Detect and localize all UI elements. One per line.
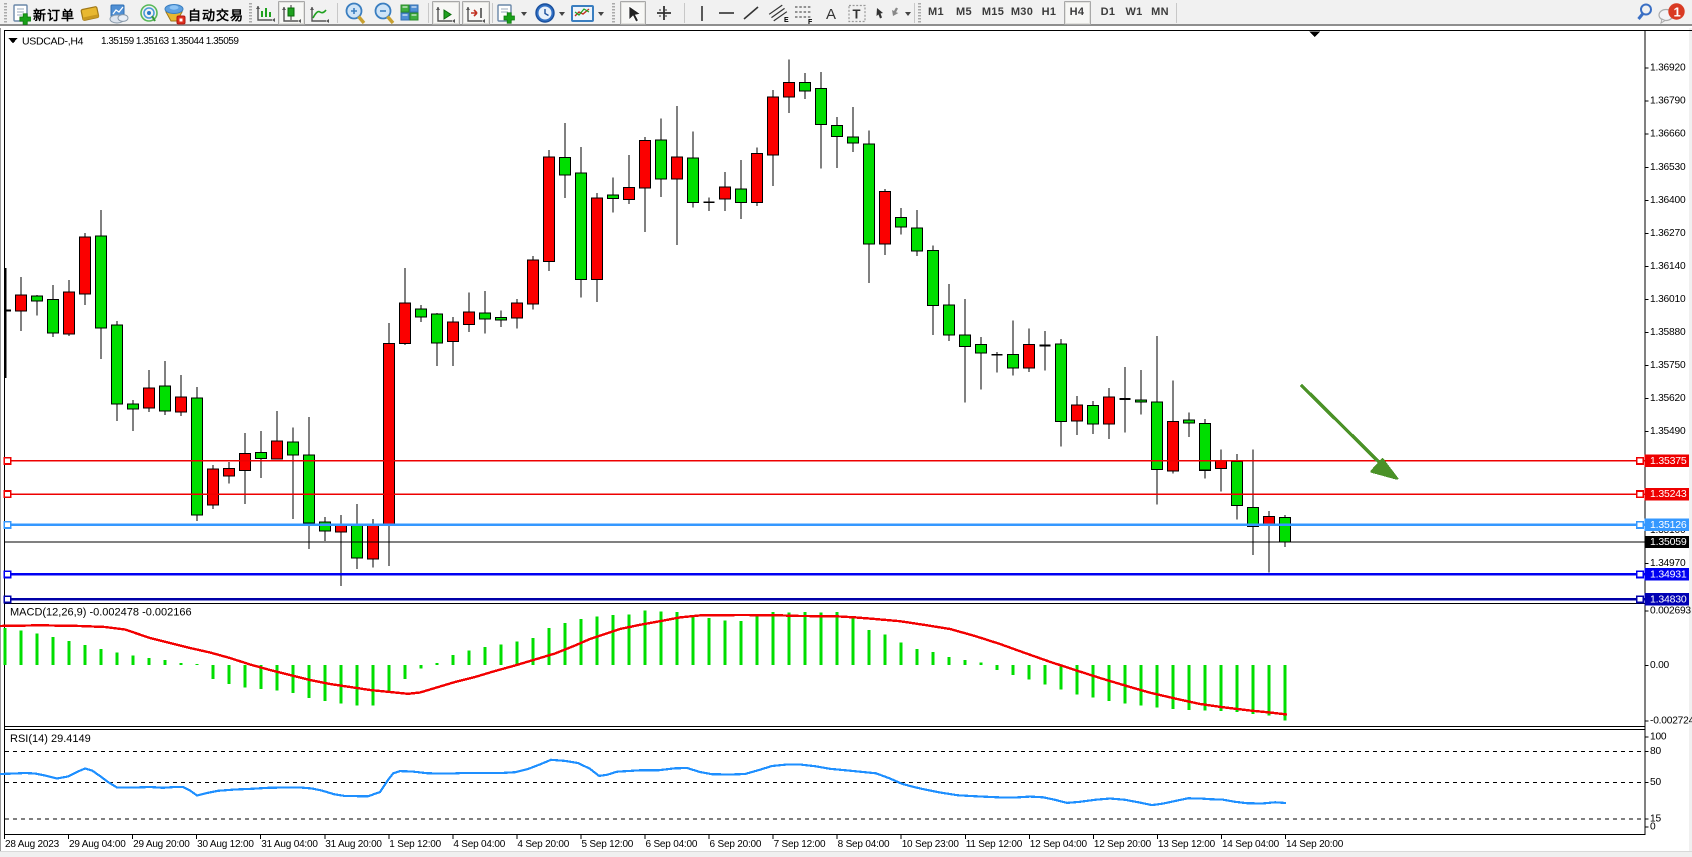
svg-text:100: 100 (1650, 732, 1667, 743)
svg-text:1.34830: 1.34830 (1650, 593, 1687, 605)
svg-text:0.002693: 0.002693 (1650, 606, 1691, 617)
svg-text:1.34931: 1.34931 (1650, 568, 1687, 580)
svg-text:1.36010: 1.36010 (1650, 294, 1686, 305)
svg-text:1.36920: 1.36920 (1650, 63, 1686, 74)
svg-text:31 Aug 04:00: 31 Aug 04:00 (261, 839, 318, 850)
svg-text:4 Sep 20:00: 4 Sep 20:00 (517, 839, 569, 850)
svg-text:1: 1 (1674, 5, 1681, 20)
svg-text:4 Sep 04:00: 4 Sep 04:00 (453, 839, 505, 850)
svg-text:1.36530: 1.36530 (1650, 162, 1686, 173)
svg-text:MACD(12,26,9) -0.002478 -0.002: MACD(12,26,9) -0.002478 -0.002166 (10, 607, 192, 619)
svg-text:8 Sep 04:00: 8 Sep 04:00 (838, 839, 890, 850)
svg-text:11 Sep 12:00: 11 Sep 12:00 (966, 839, 1023, 850)
svg-text:29 Aug 04:00: 29 Aug 04:00 (69, 839, 126, 850)
svg-text:30 Aug 12:00: 30 Aug 12:00 (197, 839, 254, 850)
svg-text:1.35750: 1.35750 (1650, 360, 1686, 371)
svg-text:14 Sep 04:00: 14 Sep 04:00 (1222, 839, 1280, 850)
svg-text:12 Sep 04:00: 12 Sep 04:00 (1030, 839, 1088, 850)
svg-text:1.35490: 1.35490 (1650, 426, 1686, 437)
svg-text:29 Aug 20:00: 29 Aug 20:00 (133, 839, 190, 850)
svg-text:1.35126: 1.35126 (1650, 519, 1687, 531)
svg-text:13 Sep 12:00: 13 Sep 12:00 (1158, 839, 1216, 850)
svg-text:5 Sep 12:00: 5 Sep 12:00 (581, 839, 633, 850)
svg-text:1.36400: 1.36400 (1650, 195, 1686, 206)
svg-text:1.36270: 1.36270 (1650, 228, 1686, 239)
svg-text:50: 50 (1650, 777, 1661, 788)
svg-text:7 Sep 12:00: 7 Sep 12:00 (774, 839, 826, 850)
svg-text:USDCAD-,H4: USDCAD-,H4 (22, 36, 84, 48)
svg-text:1.35059: 1.35059 (1650, 536, 1687, 548)
svg-text:F: F (808, 19, 813, 26)
svg-text:T: T (853, 7, 861, 22)
svg-text:28 Aug 2023: 28 Aug 2023 (5, 839, 60, 850)
svg-text:31 Aug 20:00: 31 Aug 20:00 (325, 839, 382, 850)
svg-text:0.00: 0.00 (1650, 660, 1670, 671)
svg-text:14 Sep 20:00: 14 Sep 20:00 (1286, 839, 1344, 850)
svg-text:1.36660: 1.36660 (1650, 129, 1686, 140)
svg-text:6 Sep 20:00: 6 Sep 20:00 (710, 839, 762, 850)
svg-text:80: 80 (1650, 746, 1661, 757)
svg-text:A: A (826, 6, 836, 23)
svg-text:1.35243: 1.35243 (1650, 488, 1687, 500)
svg-text:12 Sep 20:00: 12 Sep 20:00 (1094, 839, 1152, 850)
svg-text:1.34970: 1.34970 (1650, 558, 1686, 569)
svg-text:1.35159 1.35163 1.35044 1.3505: 1.35159 1.35163 1.35044 1.35059 (101, 36, 239, 47)
svg-text:-0.002724: -0.002724 (1650, 716, 1692, 727)
svg-text:6 Sep 04:00: 6 Sep 04:00 (646, 839, 698, 850)
svg-text:15: 15 (1650, 814, 1661, 825)
svg-text:10 Sep 23:00: 10 Sep 23:00 (902, 839, 960, 850)
svg-text:1.35880: 1.35880 (1650, 327, 1686, 338)
svg-text:1.36140: 1.36140 (1650, 261, 1686, 272)
svg-text:1 Sep 12:00: 1 Sep 12:00 (389, 839, 441, 850)
svg-text:RSI(14) 29.4149: RSI(14) 29.4149 (10, 733, 91, 745)
svg-text:0: 0 (1650, 822, 1656, 833)
svg-text:1.35620: 1.35620 (1650, 393, 1686, 404)
svg-text:1.36790: 1.36790 (1650, 96, 1686, 107)
svg-text:E: E (784, 17, 789, 24)
svg-text:1.35375: 1.35375 (1650, 455, 1687, 467)
